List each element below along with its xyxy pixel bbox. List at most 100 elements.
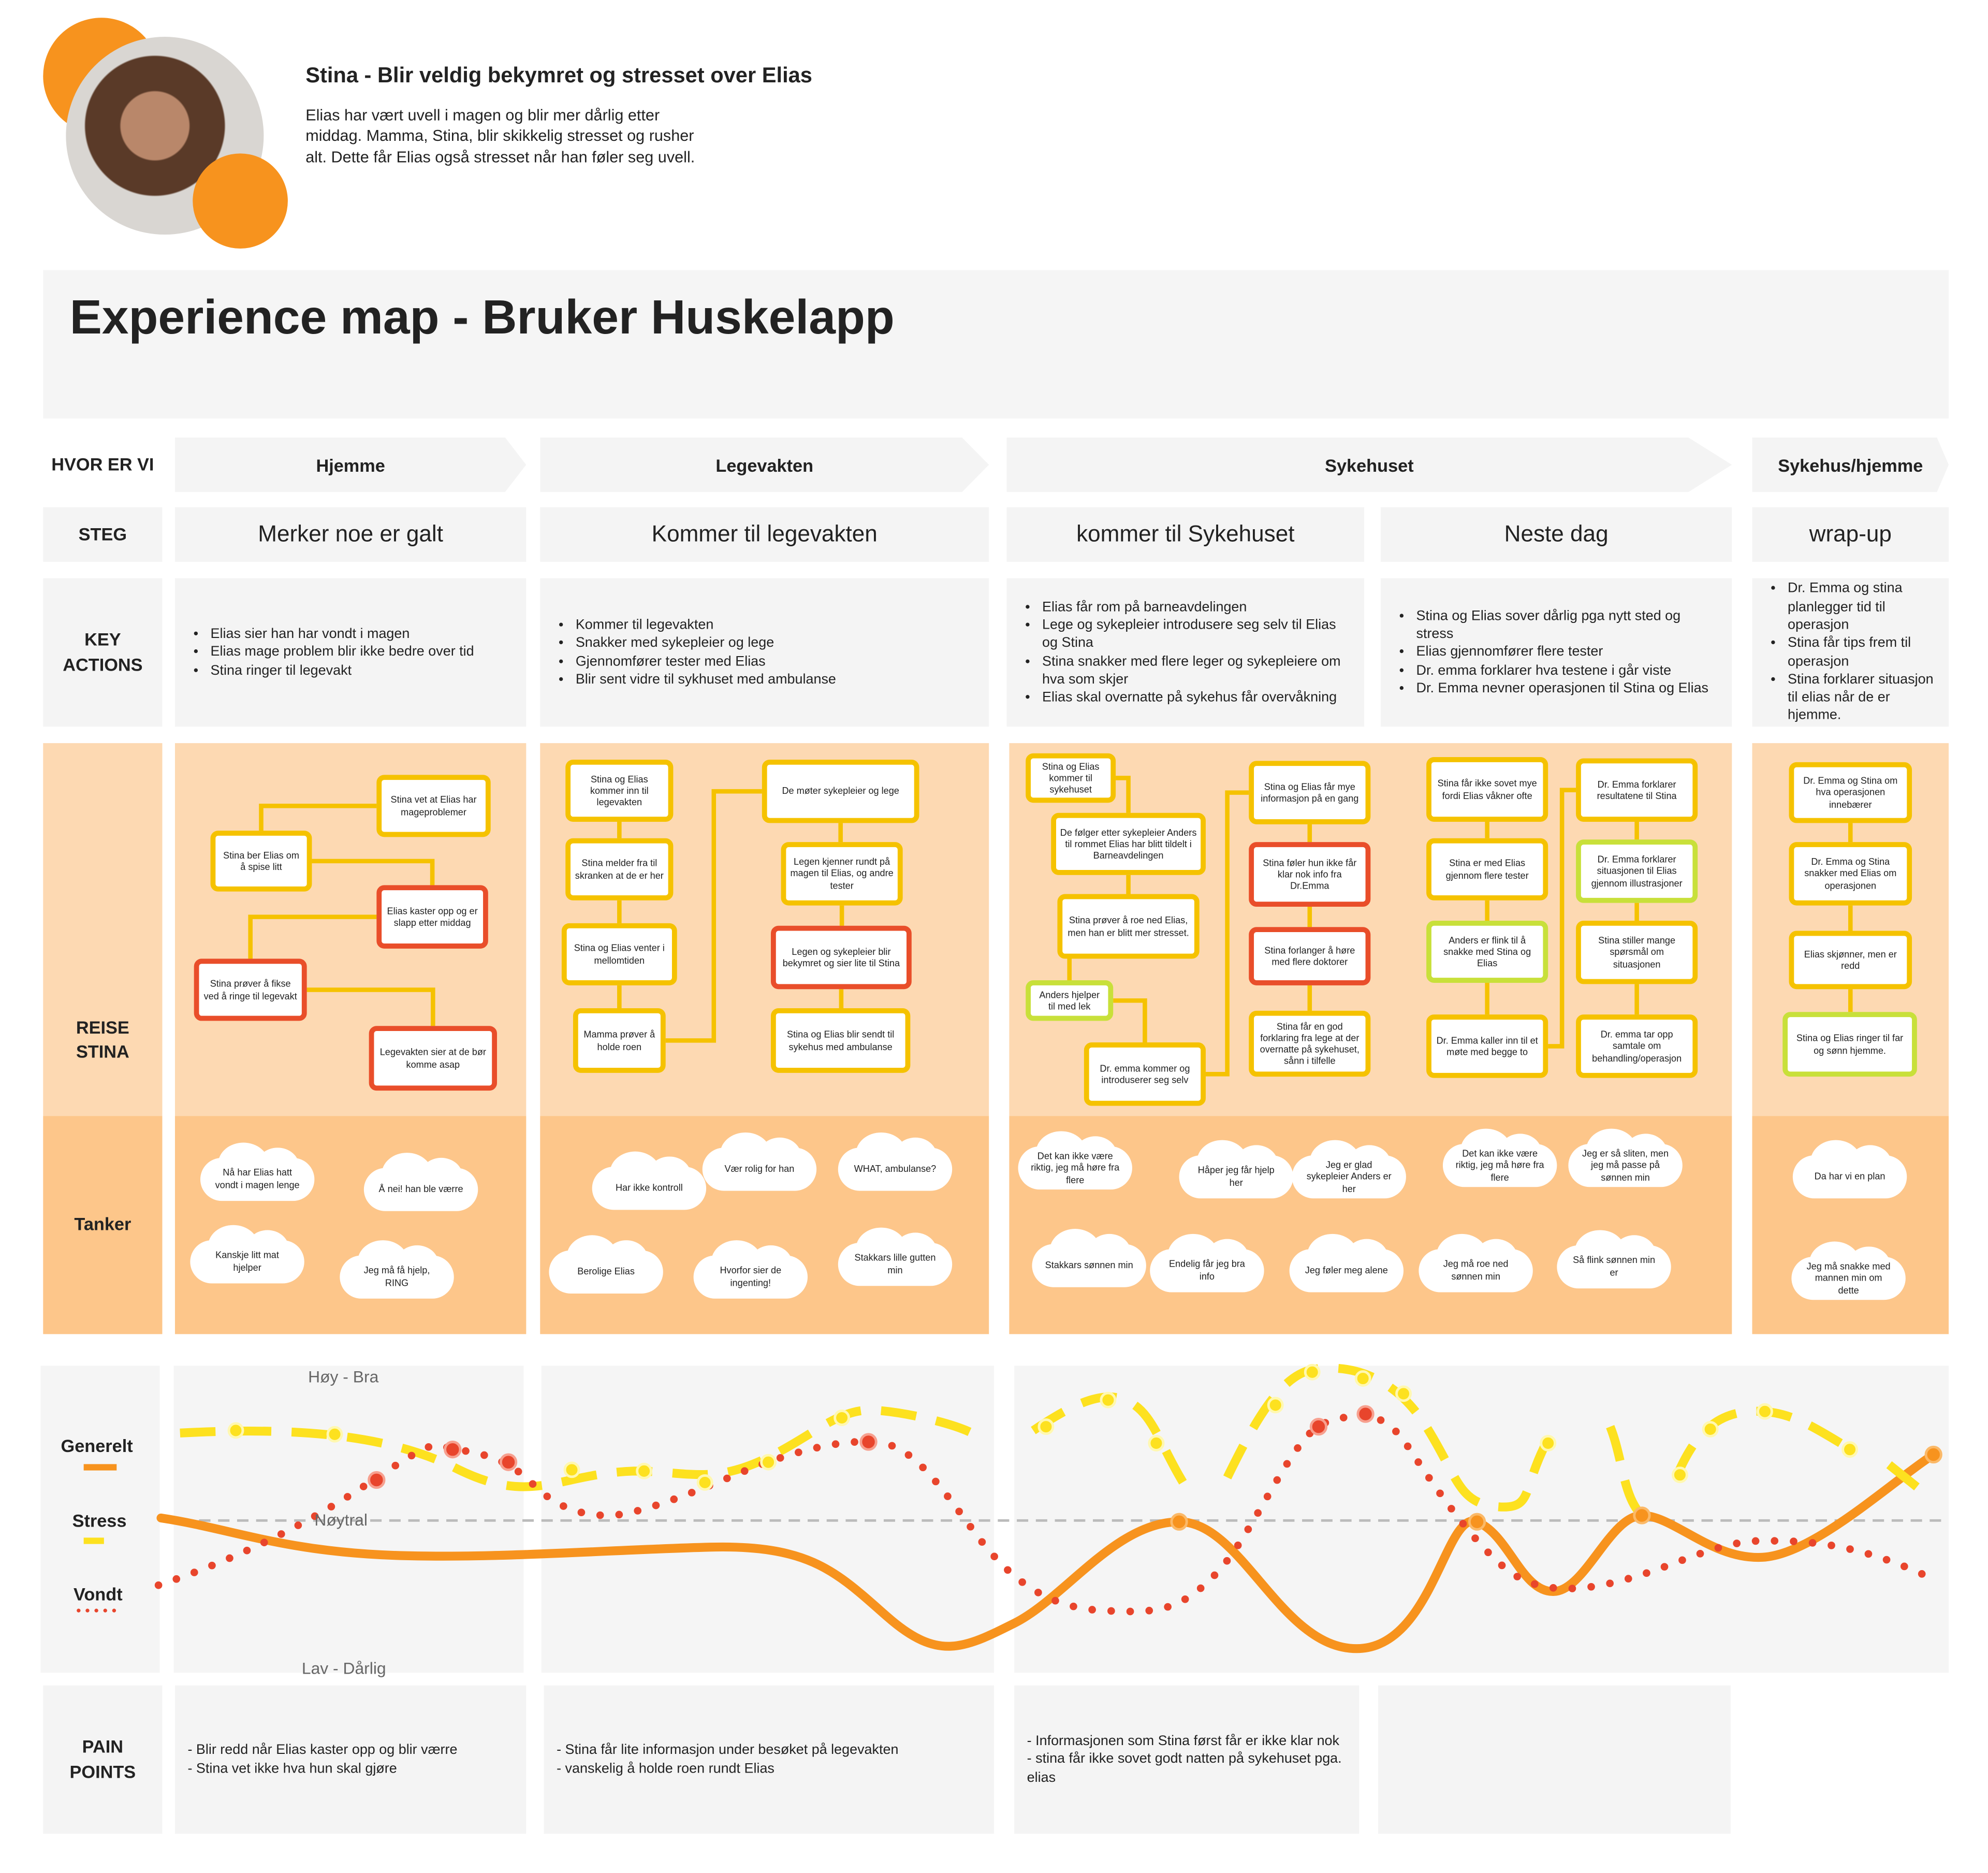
pain-point-list: - Informasjonen som Stina først får er i… [1027, 1732, 1347, 1787]
vondt-marker [444, 1441, 462, 1459]
journey-node: Stina og Elias blir sendt til sykehus me… [770, 1008, 911, 1073]
pain-point: - Stina vet ikke hva hun skal gjøre [187, 1761, 397, 1776]
stress-marker [227, 1422, 244, 1439]
node-connector [312, 859, 435, 885]
journey-node: Legevakten sier at de bør komme asap [369, 1026, 498, 1091]
pain-points: - Stina får lite informasjon under besøk… [544, 1685, 995, 1834]
pain-point: - Informasjonen som Stina først får er i… [1027, 1733, 1340, 1749]
thought-cloud: Nå har Elias hatt vondt i magen lenge [200, 1142, 315, 1201]
stress-marker [636, 1462, 653, 1479]
journey-node: Legen kjenner rundt på magen til Elias, … [781, 842, 903, 906]
pain-points: - Blir redd når Elias kaster opp og blir… [174, 1685, 527, 1834]
level-label: Høy - Bra [308, 1367, 379, 1386]
key-action-list: Dr. Emma og stina planlegger tid til ope… [1770, 580, 1934, 725]
key-action: Elias gjennomfører flere tester [1416, 643, 1717, 661]
journey-node: Elias kaster opp og er slapp etter midda… [376, 885, 488, 949]
node-connector [1548, 788, 1576, 1049]
pain-point: - stina får ikke sovet godt natten på sy… [1027, 1751, 1342, 1785]
thought-cloud: WHAT, ambulanse? [838, 1132, 953, 1191]
thought-cloud: Å nei! han ble værre [363, 1153, 478, 1211]
title-panel [43, 270, 1949, 419]
thought-cloud: Har ikke kontroll [592, 1151, 707, 1210]
stress-marker [696, 1474, 713, 1491]
key-action: Gjennomfører tester med Elias [576, 652, 836, 671]
thought-cloud: Jeg er så sliten, men jeg må passe på sø… [1568, 1128, 1683, 1187]
generelt-marker [1468, 1513, 1486, 1531]
stress-marker [1037, 1418, 1055, 1435]
step-label: wrap-up [1752, 507, 1949, 562]
journey-node: Dr. Emma forklarer resultatene til Stina [1576, 758, 1698, 822]
key-action-list: Elias sier han har vondt i magenElias ma… [193, 625, 474, 679]
key-action: Stina ringer til legevakt [211, 661, 474, 679]
stress-marker [1395, 1385, 1412, 1402]
key-action: Dr. Emma og stina planlegger tid til ope… [1788, 580, 1934, 634]
node-connector [665, 789, 762, 1043]
thought-cloud: Vær rolig for han [702, 1132, 817, 1191]
journey-node: Stina stiller mange spørsmål om situasjo… [1576, 920, 1698, 984]
row-label: Tanker [43, 1116, 163, 1334]
journey-node: Stina prøver å roe ned Elias, men han er… [1057, 894, 1200, 959]
key-action-list: Elias får rom på barneavdelingenLege og … [1025, 598, 1349, 707]
thought-cloud: Kanskje litt mat hjelper [190, 1225, 304, 1284]
journey-node: Stina prøver å fikse ved å ringe til leg… [194, 959, 307, 1021]
thought-cloud: Håper jeg får hjelp her [1179, 1140, 1293, 1199]
journey-node: Stina og Elias ringer til far og sønn hj… [1782, 1012, 1917, 1077]
key-action: Elias mage problem blir ikke bedre over … [211, 643, 474, 661]
curve-vondt [154, 1412, 1931, 1616]
key-action: Lege og sykepleier introdusere seg selv … [1042, 616, 1349, 652]
key-actions: Dr. Emma og stina planlegger tid til ope… [1752, 578, 1949, 727]
thought-cloud: Jeg må få hjelp, RING [340, 1240, 454, 1299]
stress-marker [1540, 1435, 1557, 1451]
journey-node: Stina ber Elias om å spise litt [210, 831, 312, 892]
journey-node: Stina og Elias kommer til sykehuset [1026, 753, 1116, 803]
key-actions: Kommer til legevaktenSnakker med sykeple… [540, 578, 989, 727]
key-action: Dr. emma forklarer hva testene i går vis… [1416, 661, 1717, 679]
row-label: STEG [43, 507, 163, 562]
curve-generelt [156, 1450, 1938, 1653]
thought-cloud: Stakkars lille gutten min [838, 1227, 953, 1286]
key-action: Elias får rom på barneavdelingen [1042, 598, 1349, 616]
stress-marker [1304, 1363, 1321, 1381]
stress-marker [1841, 1441, 1858, 1458]
vondt-marker [1356, 1405, 1375, 1423]
journey-node: Stina forlanger å høre med flere doktore… [1249, 927, 1371, 985]
step-label: Neste dag [1380, 507, 1732, 562]
thought-cloud: Jeg føler meg alene [1289, 1233, 1404, 1293]
thought-cloud: Jeg må roe ned sønnen min [1419, 1233, 1533, 1293]
node-connector [1205, 790, 1249, 1077]
phase-label: Sykehuset [1006, 437, 1732, 492]
step-label: Kommer til legevakten [540, 507, 989, 562]
key-action: Dr. Emma nevner operasjonen til Stina og… [1416, 680, 1717, 698]
row-label: HVOR ER VI [51, 454, 154, 474]
journey-node: Legen og sykepleier blir bekymret og sie… [770, 925, 912, 990]
thought-cloud: Da har vi en plan [1792, 1140, 1907, 1199]
node-connector [248, 914, 377, 959]
journey-node: Mamma prøver å holde roen [573, 1008, 666, 1073]
thought-cloud: Det kan ikke være riktig, jeg må høre fr… [1442, 1128, 1557, 1187]
stress-marker [1148, 1435, 1165, 1451]
thought-cloud: Så flink sønnen min er [1557, 1230, 1671, 1289]
node-connector [1116, 776, 1131, 813]
stress-marker [1757, 1403, 1773, 1420]
journey-node: Stina får en god forklaring fra lege at … [1249, 1010, 1371, 1077]
legend-label: Stress [72, 1510, 127, 1531]
key-action: Elias skal overnatte på sykehus får over… [1042, 689, 1349, 707]
thought-cloud: Jeg er glad sykepleier Anders er her [1292, 1140, 1406, 1199]
journey-node: Dr. Emma kaller inn til et møte med begg… [1426, 1014, 1548, 1078]
stress-marker [326, 1426, 343, 1443]
key-actions: Elias sier han har vondt i magenElias ma… [174, 578, 527, 727]
journey-node: De følger etter sykepleier Anders til ro… [1051, 812, 1206, 875]
vondt-marker [859, 1433, 878, 1451]
journey-node: Dr. emma tar opp samtale om behandling/o… [1576, 1014, 1698, 1078]
pain-point: - Stina får lite informasjon under besøk… [557, 1743, 899, 1758]
map-title: Experience map - Bruker Huskelapp [69, 292, 895, 345]
thought-cloud: Jeg må snakke med mannen min om dette [1791, 1241, 1906, 1300]
phase-label: Legevakten [540, 437, 989, 492]
key-action: Stina forklarer situasjon til elias når … [1788, 671, 1934, 725]
vondt-marker [368, 1471, 386, 1489]
vondt-marker [499, 1453, 518, 1471]
stress-marker [563, 1461, 580, 1478]
thought-cloud: Hvorfor sier de ingenting! [693, 1240, 808, 1299]
thought-cloud: Berolige Elias [549, 1235, 663, 1294]
